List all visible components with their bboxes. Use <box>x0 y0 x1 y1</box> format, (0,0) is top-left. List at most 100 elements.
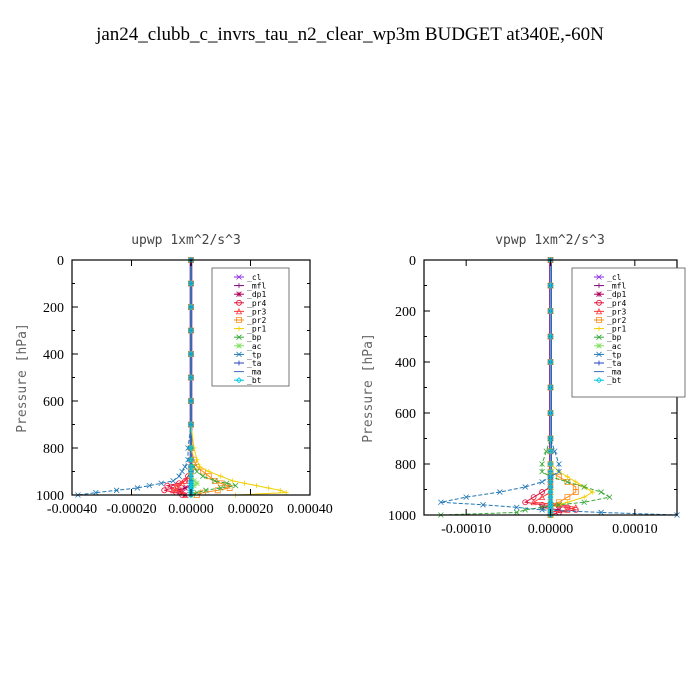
data-point <box>146 482 153 489</box>
series-line-tp <box>77 260 192 496</box>
y-tick-label: 200 <box>395 305 416 320</box>
legend-label: _pr4 <box>247 299 266 308</box>
legend-label: _ta <box>247 359 262 368</box>
data-point <box>572 503 579 511</box>
data-point <box>200 473 206 479</box>
series-line-pr4 <box>164 260 192 496</box>
data-point <box>164 482 171 489</box>
legend-marker <box>235 308 243 315</box>
data-point <box>182 464 188 470</box>
data-point <box>438 499 444 506</box>
data-point <box>551 448 558 455</box>
legend-label: _pr2 <box>607 316 626 325</box>
legend-label: _pr1 <box>607 325 626 334</box>
legend-marker <box>236 317 242 323</box>
data-point <box>564 478 571 485</box>
legend-marker <box>236 351 242 358</box>
data-point <box>203 487 209 494</box>
data-point <box>265 485 271 491</box>
data-point <box>547 333 554 340</box>
data-point <box>564 499 570 505</box>
plot-area: 0 200 400 600 800 1000 -0.00010 0.00000 0.00010 _… <box>388 254 686 537</box>
y-tick-label: 800 <box>395 458 416 473</box>
legend-marker <box>596 343 602 349</box>
plot-area: 0 200 400 600 800 1000-0.00040 -0.00020 0.00000… <box>36 254 333 517</box>
x-tick-label: 0.00000 <box>528 522 574 537</box>
data-point <box>564 506 571 513</box>
data-point <box>547 448 554 455</box>
data-point <box>543 448 550 455</box>
data-point <box>187 456 195 463</box>
data-point <box>547 307 554 315</box>
x-tick-label: 0.00010 <box>612 522 658 537</box>
legend-label: _pr4 <box>607 299 626 308</box>
legend-marker <box>236 283 242 289</box>
legend-label: _mfl <box>607 282 626 291</box>
y-tick-label: 0 <box>57 254 64 269</box>
x-tick-label: -0.00040 <box>47 502 97 517</box>
legend-label: _ma <box>607 368 622 377</box>
data-point <box>197 464 203 470</box>
y-tick-label: 800 <box>43 442 64 457</box>
legend-label: _pr2 <box>247 316 266 325</box>
data-point <box>277 487 283 493</box>
data-point <box>530 498 537 506</box>
data-point <box>93 489 99 496</box>
legend-marker <box>236 360 242 366</box>
data-point <box>522 499 529 506</box>
data-point <box>480 502 486 508</box>
y-tick-label: 1000 <box>388 509 416 524</box>
data-point <box>253 483 259 489</box>
data-point <box>187 280 195 287</box>
data-point <box>187 303 195 311</box>
panel-title: vpwp 1xm^2/s^3 <box>495 233 605 248</box>
data-point <box>194 480 200 487</box>
data-point <box>539 461 545 467</box>
data-point <box>513 504 520 511</box>
y-tick-label: 0 <box>409 254 416 269</box>
x-tick-label: 0.00040 <box>287 502 333 517</box>
data-point <box>539 479 545 485</box>
data-point <box>218 473 224 479</box>
data-point <box>547 511 554 519</box>
data-point <box>194 457 200 463</box>
legend-marker <box>595 377 603 384</box>
panel-title: upwp 1xm^2/s^3 <box>131 233 241 248</box>
legend-marker <box>596 351 602 358</box>
legend-label: _bp <box>247 333 262 342</box>
legend-marker <box>236 299 242 306</box>
legend-box <box>211 267 290 387</box>
y-tick-label: 1000 <box>36 489 64 504</box>
panel-upwp: upwp 1xm^2/s^3 Pressure [hPa] 0 200 400 600… <box>15 233 333 517</box>
y-axis-label: Pressure [hPa] <box>361 333 376 443</box>
x-tick-label: -0.00010 <box>441 522 491 537</box>
data-point <box>539 468 545 475</box>
legend-label: _ac <box>607 342 622 351</box>
legend-label: _tp <box>607 350 622 359</box>
legend-label: _cl <box>607 273 622 282</box>
x-tick-label: -0.00020 <box>106 502 156 517</box>
data-point <box>175 484 183 491</box>
data-point <box>598 489 604 495</box>
data-point <box>194 489 200 496</box>
y-tick-label: 200 <box>43 301 64 316</box>
data-point <box>170 478 176 484</box>
legend-label: _bt <box>607 376 622 385</box>
data-point <box>187 350 195 358</box>
legend-marker <box>236 343 242 349</box>
legend-label: _bt <box>247 376 262 385</box>
data-point <box>172 482 180 489</box>
legend-marker <box>596 326 602 332</box>
legend-marker <box>235 377 243 384</box>
legend-marker <box>236 334 242 340</box>
data-point <box>187 374 195 381</box>
data-point <box>564 474 570 480</box>
data-point <box>538 493 546 501</box>
legend-label: _ma <box>247 368 262 377</box>
data-point <box>556 473 562 480</box>
legend-label: _tp <box>247 350 262 359</box>
data-point <box>161 487 168 494</box>
data-point <box>134 485 141 491</box>
data-point <box>187 421 195 428</box>
